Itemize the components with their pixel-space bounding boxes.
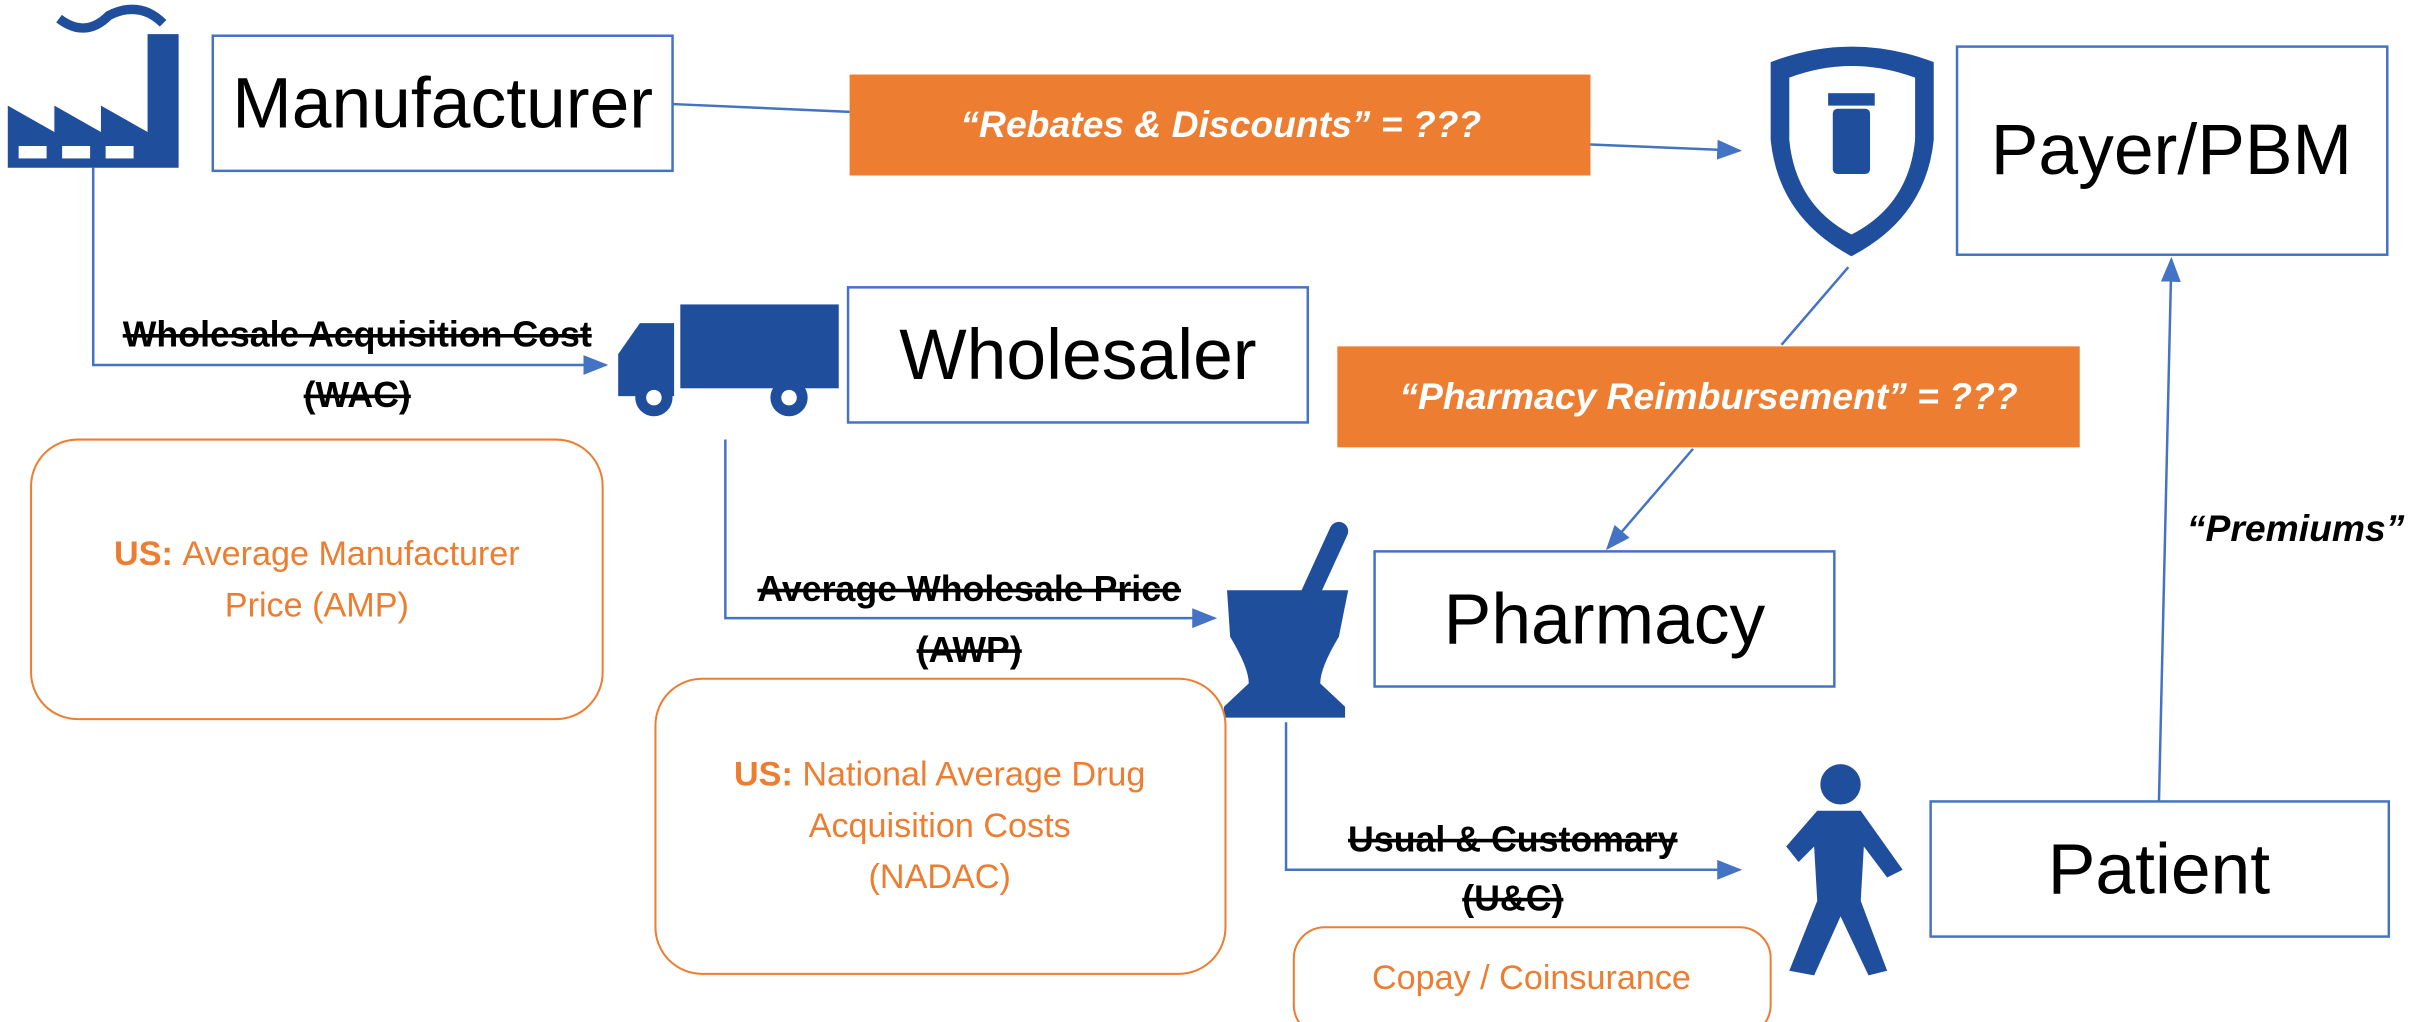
node-label: Patient: [2048, 829, 2271, 909]
note-prefix: US:: [734, 756, 793, 794]
price-label: (U&C): [1462, 878, 1563, 918]
note-line: National Average Drug: [802, 756, 1145, 794]
note-text: US: Average Manufacturer: [114, 535, 520, 573]
price-label: Usual & Customary: [1348, 819, 1678, 859]
node-label: Pharmacy: [1444, 579, 1766, 659]
price-label: (AWP): [917, 630, 1022, 670]
price-label: (WAC): [304, 375, 411, 415]
node-label: Wholesaler: [899, 315, 1256, 395]
person-icon: [1786, 764, 1903, 976]
mortar-icon: [1223, 521, 1349, 718]
notes: US: Average Manufacturer Price (AMP) US:…: [30, 438, 1772, 1022]
note-text: US: National Average Drug: [734, 756, 1145, 794]
node-label: Manufacturer: [232, 64, 653, 144]
note-line: Acquisition Costs: [809, 807, 1071, 845]
factory-icon: [7, 34, 179, 168]
icons: [7, 4, 1934, 976]
prices: Wholesale Acquisition Cost (WAC) Average…: [123, 314, 1678, 918]
truck-icon: [618, 304, 839, 417]
price-label: Average Wholesale Price: [757, 569, 1181, 609]
note-line: Average Manufacturer: [182, 535, 519, 573]
flows: “Rebates & Discounts” = ??? “Pharmacy Re…: [849, 74, 2405, 549]
nodes: Manufacturer Wholesaler Payer/PBM Pharma…: [211, 34, 2391, 938]
note-line: Copay / Coinsurance: [1372, 959, 1691, 997]
flow-label: “Rebates & Discounts” = ???: [960, 103, 1481, 145]
node-label: Payer/PBM: [1991, 110, 2352, 190]
connectors: [91, 102, 2181, 880]
note-prefix: US:: [114, 535, 173, 573]
note-line: Price (AMP): [225, 586, 409, 624]
flow-label: “Pharmacy Reimbursement” = ???: [1399, 375, 2017, 417]
price-label: Wholesale Acquisition Cost: [123, 314, 592, 354]
flow-label: “Premiums”: [2187, 507, 2405, 549]
note-line: (NADAC): [869, 858, 1011, 896]
